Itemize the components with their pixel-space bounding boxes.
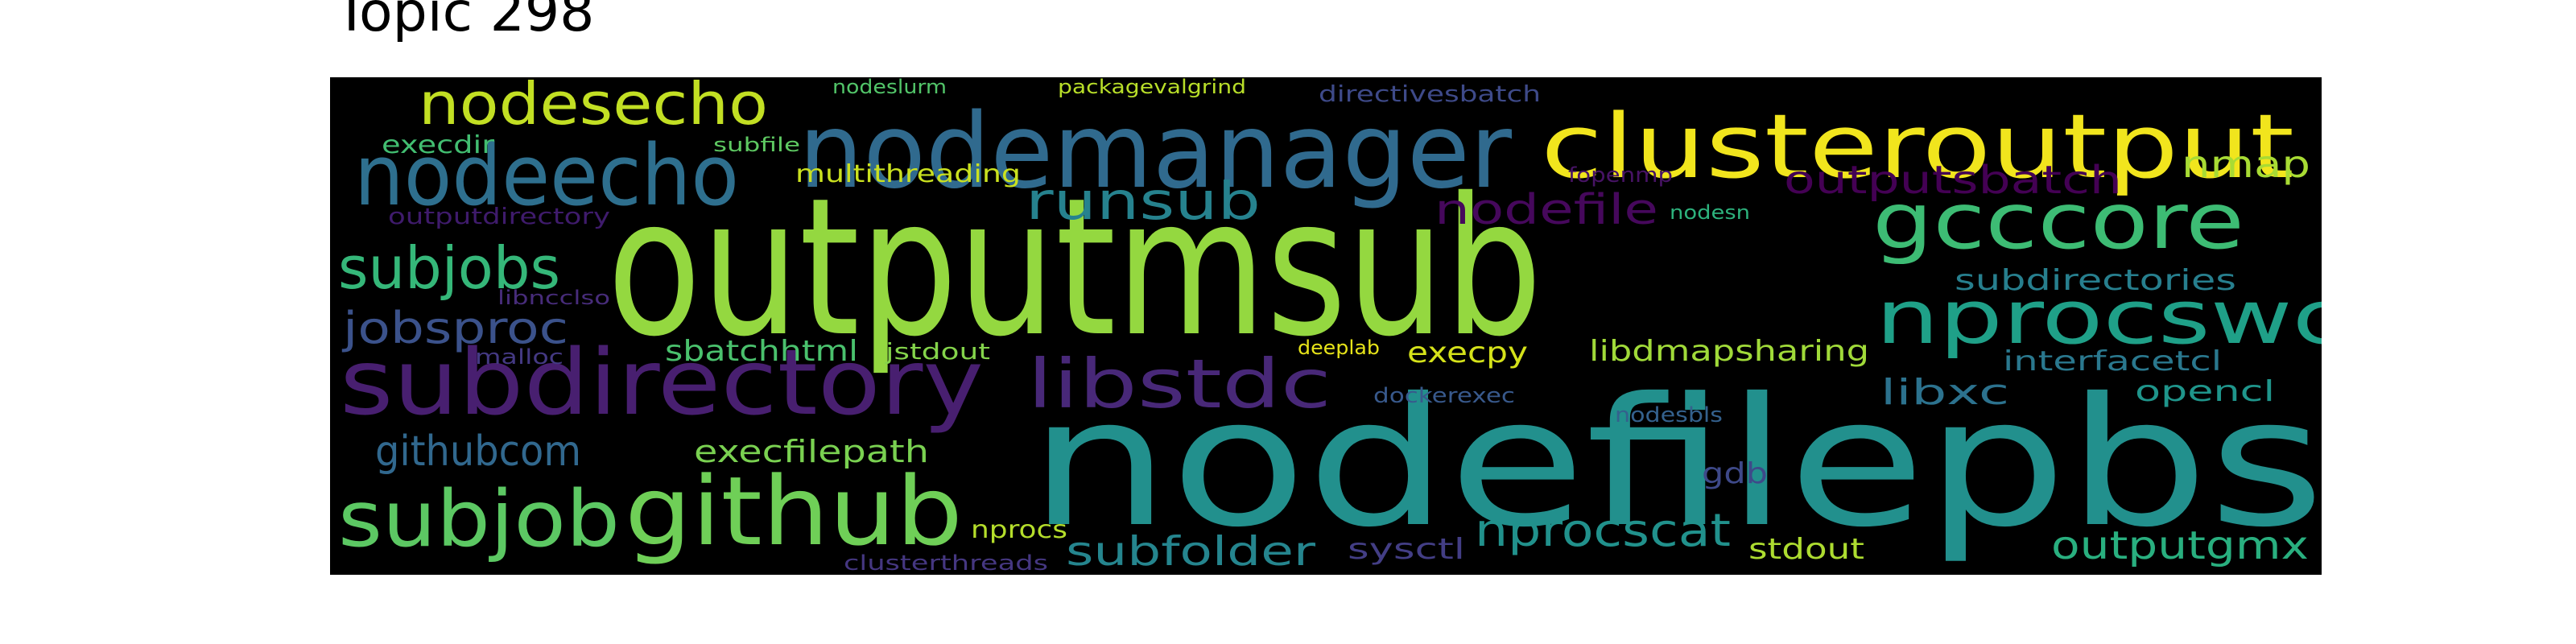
word-execfilepath: execfilepath: [694, 434, 929, 469]
word-directivesbatch: directivesbatch: [1319, 80, 1541, 107]
word-stdout: stdout: [1748, 533, 1864, 566]
word-fopenmp: fopenmp: [1568, 163, 1673, 188]
word-nodesbls: nodesbls: [1615, 403, 1723, 427]
word-dockerexec: dockerexec: [1373, 384, 1515, 408]
word-nodesecho: nodesecho: [419, 77, 768, 138]
word-subjobs: subjobs: [338, 234, 560, 302]
word-execpy: execpy: [1407, 336, 1528, 369]
word-clusterthreads: clusterthreads: [844, 551, 1048, 575]
word-nodeecho: nodeecho: [354, 126, 739, 225]
word-nodeslurm: nodeslurm: [832, 77, 947, 98]
word-subfile: subfile: [713, 134, 800, 156]
word-subdirectories: subdirectories: [1955, 264, 2236, 297]
word-deeplab: deeplab: [1298, 336, 1380, 359]
word-opencl: opencl: [2135, 375, 2275, 408]
word-cloud: outputmsub nodefilepbs nodemanager clustero…: [330, 77, 2322, 575]
word-libxc: libxc: [1880, 372, 2009, 413]
word-nprocs: nprocs: [971, 516, 1067, 544]
word-clusteroutput: clusteroutput: [1541, 95, 2294, 198]
word-sbatchhtml: sbatchhtml: [665, 335, 858, 368]
word-github: github: [625, 456, 963, 567]
word-outputmsub: outputmsub: [607, 157, 1542, 378]
word-interfacetcl: interfacetcl: [2003, 345, 2222, 378]
word-malloc: malloc: [475, 345, 564, 369]
word-multithreading: multithreading: [795, 160, 1021, 188]
word-nmap: nmap: [2182, 142, 2310, 186]
word-jstdout: jstdout: [885, 338, 990, 365]
word-libdmapsharing: libdmapsharing: [1589, 335, 1869, 368]
word-outputsbatch: outputsbatch: [1784, 158, 2122, 203]
word-subfolder: subfolder: [1066, 528, 1316, 575]
word-outputgmx: outputgmx: [2051, 523, 2309, 568]
word-gcccore: gcccore: [1872, 176, 2244, 266]
word-nodefile: nodefile: [1435, 186, 1658, 234]
word-subdirectory: subdirectory: [340, 331, 984, 436]
word-githubcom: githubcom: [375, 427, 581, 476]
word-nodefilepbs: nodefilepbs: [1029, 360, 2322, 566]
word-gdb: gdb: [1702, 457, 1768, 490]
word-packagevalgrind: packagevalgrind: [1058, 77, 1246, 98]
word-sysctl: sysctl: [1348, 533, 1465, 566]
word-nodemanager: nodemanager: [799, 92, 1512, 212]
page-title: Topic 298: [335, 0, 595, 44]
word-nprocscat: nprocscat: [1475, 505, 1731, 557]
word-execdir: execdir: [382, 131, 495, 159]
word-libstdc: libstdc: [1027, 345, 1331, 423]
word-subjob: subjob: [338, 474, 620, 564]
word-nprocswc: nprocswc: [1876, 275, 2322, 361]
word-libncclso: libncclso: [497, 287, 610, 309]
word-runsub: runsub: [1026, 172, 1261, 232]
word-outputdirectory: outputdirectory: [388, 203, 610, 229]
word-nodesn: nodesn: [1670, 201, 1750, 224]
word-jobsproc: jobsproc: [342, 303, 568, 353]
